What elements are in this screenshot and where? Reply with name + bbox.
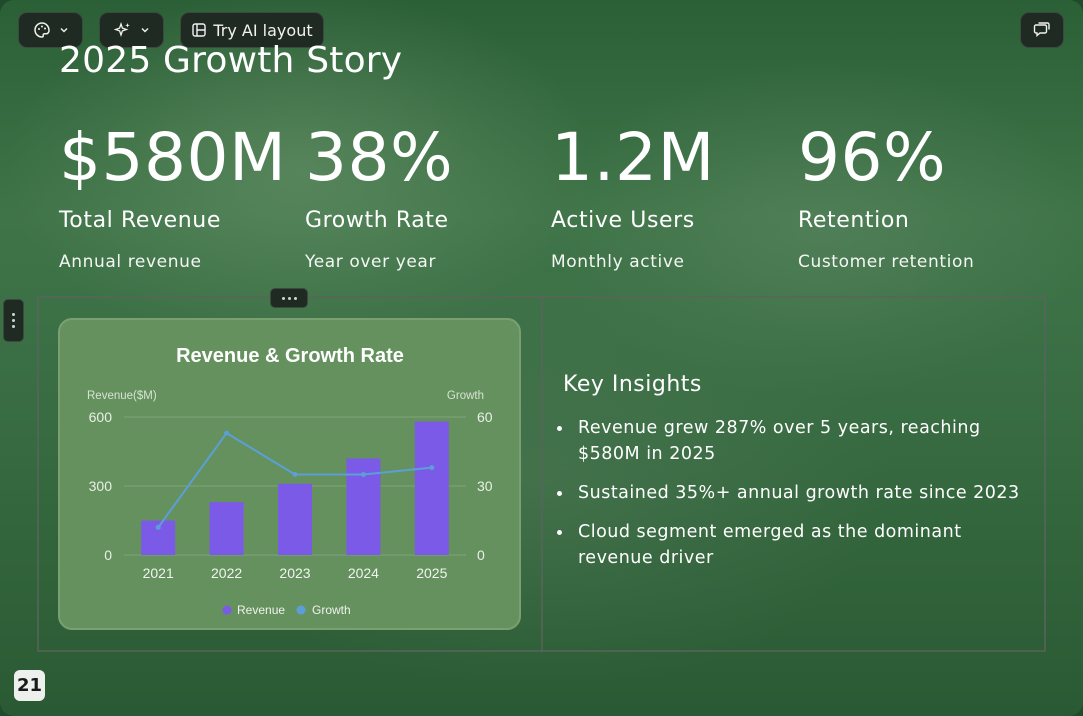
stat-label: Retention — [798, 208, 910, 233]
chart-card[interactable]: Revenue & Growth Rate Revenue($M) Growth… — [58, 318, 521, 630]
stat-value: 38% — [305, 119, 454, 196]
comment-icon — [1033, 22, 1050, 37]
legend-label-growth: Growth — [312, 603, 351, 617]
slide-title[interactable]: 2025 Growth Story — [59, 40, 403, 81]
stat-active-users[interactable]: 1.2M Active Users Monthly active — [551, 119, 791, 273]
point-growth — [360, 472, 366, 477]
chevron-down-icon — [141, 28, 148, 33]
legend-swatch-revenue — [222, 605, 232, 615]
insight-item: Cloud segment emerged as the dominant re… — [557, 519, 1028, 571]
stat-value: $580M — [59, 119, 287, 196]
y2-tick-label: 60 — [477, 409, 493, 425]
palette-icon — [33, 22, 50, 38]
x-tick-label: 2022 — [211, 565, 242, 581]
y2-tick-label: 30 — [477, 478, 493, 494]
y-tick-label: 0 — [104, 547, 112, 563]
x-tick-label: 2024 — [348, 565, 379, 581]
stat-subtitle: Monthly active — [551, 252, 685, 272]
handle-dot — [12, 319, 15, 322]
y-tick-label: 600 — [89, 409, 113, 425]
stat-value: 1.2M — [551, 119, 715, 196]
try-ai-layout-button[interactable]: Try AI layout — [180, 12, 324, 48]
stat-label: Active Users — [551, 208, 695, 233]
y2-axis-label: Growth — [447, 390, 484, 402]
stat-subtitle: Annual revenue — [59, 252, 202, 272]
insight-item: Revenue grew 287% over 5 years, reaching… — [557, 415, 1028, 467]
x-tick-label: 2025 — [416, 565, 447, 581]
insights-heading: Key Insights — [563, 372, 702, 397]
legend-swatch-growth — [296, 605, 306, 615]
stat-subtitle: Customer retention — [798, 252, 975, 272]
point-growth — [292, 472, 298, 477]
page-number-badge[interactable]: 21 — [14, 670, 45, 701]
theme-button[interactable] — [18, 12, 83, 48]
chart-title: Revenue & Growth Rate — [176, 345, 404, 367]
ai-actions-button[interactable] — [99, 12, 164, 48]
y-tick-label: 300 — [89, 478, 113, 494]
point-growth — [155, 524, 161, 530]
insights-list: Revenue grew 287% over 5 years, reaching… — [557, 415, 1028, 571]
y2-tick-label: 0 — [477, 547, 485, 563]
legend-label-revenue: Revenue — [237, 603, 285, 617]
handle-dot — [281, 296, 285, 300]
stat-value: 96% — [798, 119, 947, 196]
stat-subtitle: Year over year — [305, 252, 437, 272]
handle-dot — [12, 313, 15, 316]
handle-dot — [12, 325, 15, 328]
stat-retention[interactable]: 96% Retention Customer retention — [798, 119, 1038, 273]
handle-dot — [293, 296, 297, 300]
revenue-growth-chart: Revenue & Growth Rate Revenue($M) Growth… — [87, 345, 493, 617]
stat-total-revenue[interactable]: $580M Total Revenue Annual revenue — [59, 119, 299, 273]
stat-growth-rate[interactable]: 38% Growth Rate Year over year — [305, 119, 545, 273]
point-growth — [224, 430, 230, 436]
layout-icon — [192, 23, 207, 37]
x-tick-label: 2021 — [143, 565, 174, 581]
column-drag-handle[interactable] — [3, 299, 24, 342]
stat-label: Total Revenue — [59, 208, 221, 233]
stat-label: Growth Rate — [305, 208, 449, 233]
bar-revenue — [414, 421, 449, 555]
insight-item: Sustained 35%+ annual growth rate since … — [557, 480, 1028, 506]
row-drag-handle[interactable] — [270, 288, 308, 308]
comment-button[interactable] — [1020, 12, 1064, 48]
bar-revenue — [209, 502, 244, 555]
try-ai-layout-label: Try AI layout — [213, 20, 313, 40]
grid-divider — [541, 296, 543, 652]
chevron-down-icon — [60, 28, 67, 33]
insights-panel[interactable]: Key Insights Revenue grew 287% over 5 ye… — [557, 372, 1028, 584]
x-tick-label: 2023 — [279, 565, 310, 581]
y-axis-label: Revenue($M) — [87, 390, 157, 402]
bar-revenue — [278, 483, 312, 555]
point-growth — [429, 465, 435, 471]
handle-dot — [287, 296, 291, 300]
sparkle-icon — [113, 21, 130, 38]
